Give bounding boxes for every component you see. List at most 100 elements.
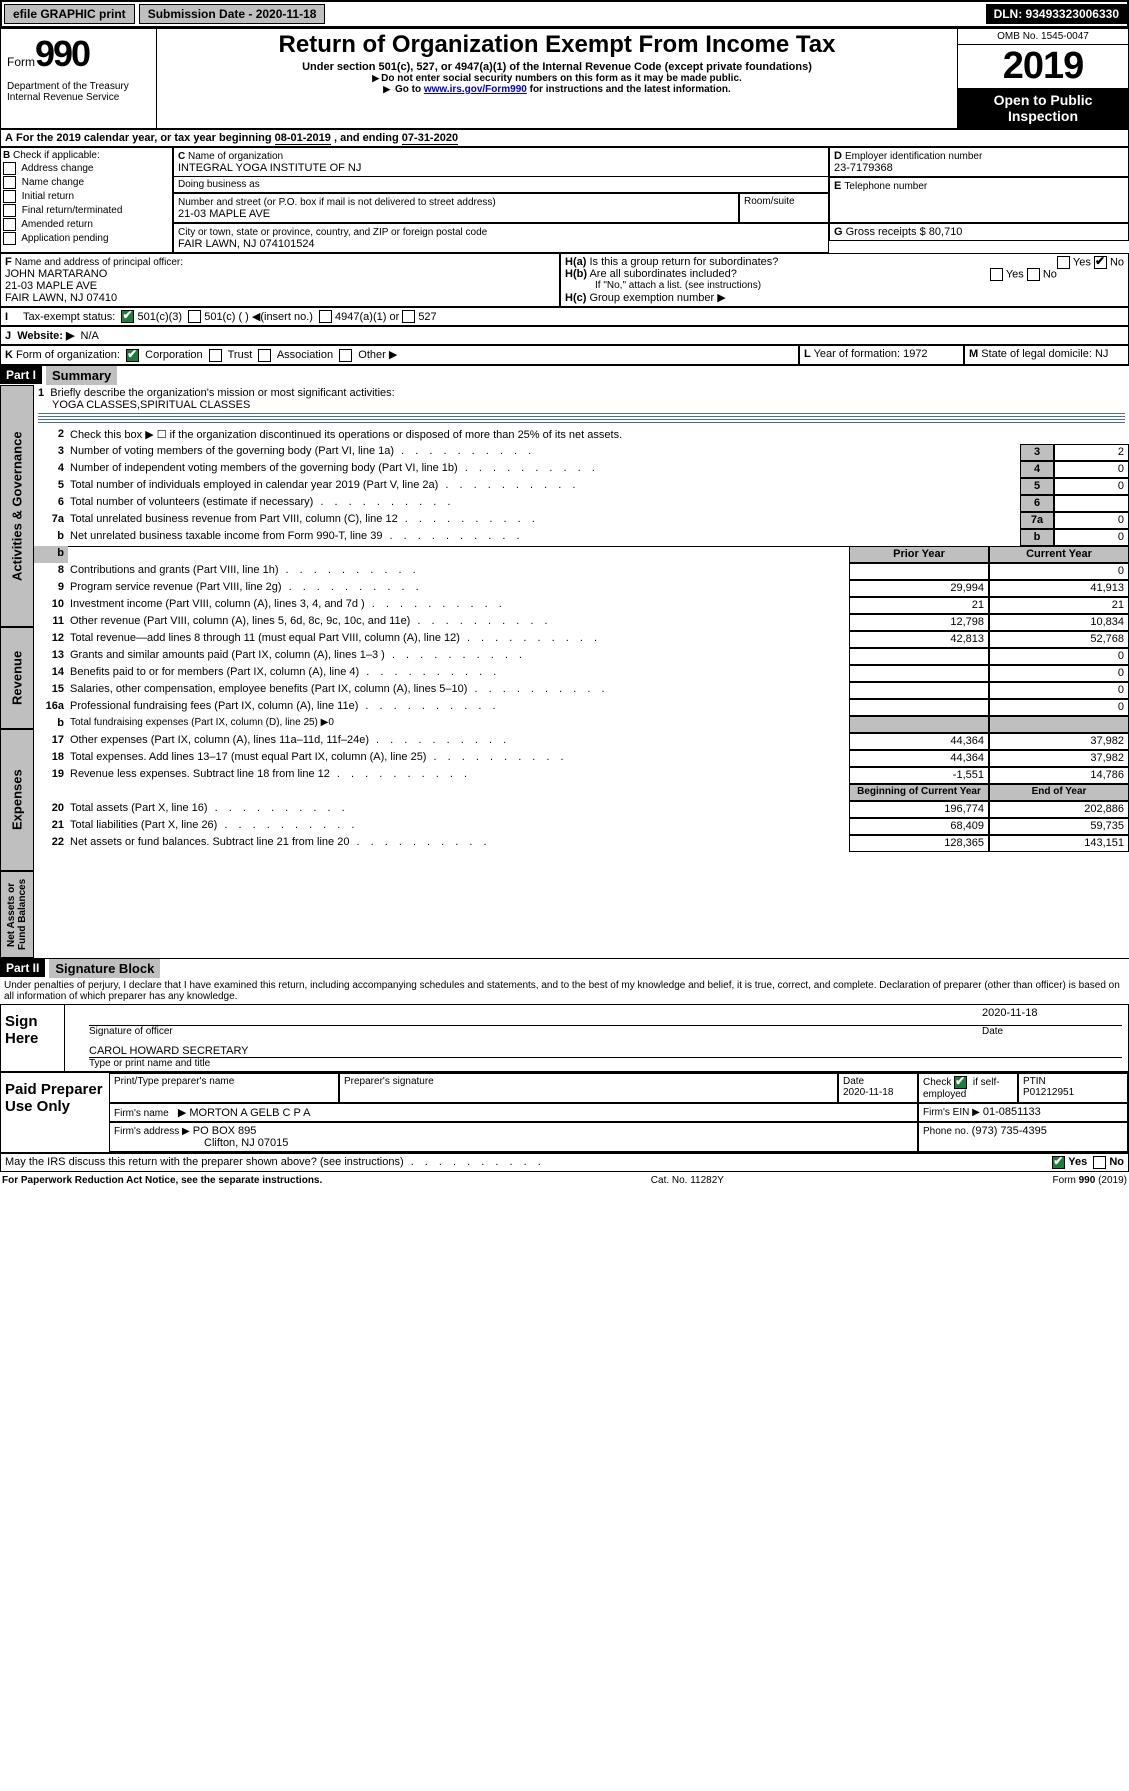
cb-b-1[interactable]	[3, 176, 16, 189]
cb-b-0[interactable]	[3, 162, 16, 175]
cb-501c3[interactable]	[121, 310, 134, 323]
efile-button[interactable]: efile GRAPHIC print	[4, 4, 135, 24]
cb-527[interactable]	[402, 310, 415, 323]
discuss-no-checkbox[interactable]	[1093, 1156, 1106, 1169]
beginning-year-header: Beginning of Current Year	[849, 784, 989, 801]
street-label: Number and street (or P.O. box if mail i…	[178, 197, 496, 208]
form-word: Form	[7, 55, 35, 69]
officer-signature-line[interactable]	[89, 1007, 976, 1026]
subtitle-2: Do not enter social security numbers on …	[157, 73, 957, 84]
row-14-text: Benefits paid to or for members (Part IX…	[68, 665, 849, 682]
cb-501c[interactable]	[188, 310, 201, 323]
cb-b-5[interactable]	[3, 232, 16, 245]
cb-other[interactable]	[339, 349, 352, 362]
cb-b-2[interactable]	[3, 190, 16, 203]
row-9-current: 41,913	[989, 580, 1129, 597]
state-domicile: NJ	[1095, 348, 1108, 360]
line-klm: K Form of organization: Corporation Trus…	[0, 345, 1129, 365]
dba-label: Doing business as	[173, 176, 829, 193]
row-18-current: 37,982	[989, 750, 1129, 767]
cat-number: Cat. No. 11282Y	[651, 1175, 724, 1186]
open-to-public: Open to PublicInspection	[958, 88, 1128, 128]
firm-name: MORTON A GELB C P A	[178, 1107, 311, 1119]
h-a-no-checkbox[interactable]	[1094, 256, 1107, 269]
dept-line1: Department of the Treasury	[7, 81, 129, 92]
net-20-begin: 196,774	[849, 801, 989, 818]
submission-date-button[interactable]: Submission Date - 2020-11-18	[139, 4, 326, 24]
part-i-header: Part I Summary	[0, 365, 1129, 385]
city-state-zip: FAIR LAWN, NJ 074101524	[178, 238, 315, 250]
paid-preparer-block: Paid Preparer Use Only Print/Type prepar…	[0, 1072, 1129, 1153]
cb-assoc[interactable]	[258, 349, 271, 362]
sidebar-activities: Activities & Governance	[0, 385, 34, 627]
row-19-prior: -1,551	[849, 767, 989, 784]
line-4-label: 4	[1020, 461, 1054, 478]
name-title-label: Type or print name and title	[89, 1058, 1122, 1069]
prep-date-cell: Date2020-11-18	[838, 1073, 918, 1103]
row-9-prior: 29,994	[849, 580, 989, 597]
box-c-name-address: C Name of organization INTEGRAL YOGA INS…	[173, 147, 829, 253]
row-b-current	[989, 716, 1129, 733]
right-meta-block: D Employer identification number23-71793…	[829, 147, 1129, 253]
room-suite-label: Room/suite	[739, 193, 829, 223]
cb-4947[interactable]	[319, 310, 332, 323]
part-ii-title: Signature Block	[49, 959, 160, 978]
line-1: 1 Briefly describe the organization's mi…	[34, 385, 1129, 427]
h-b-text: Are all subordinates included?	[589, 268, 736, 280]
form990-link[interactable]: www.irs.gov/Form990	[424, 84, 527, 95]
row-19-current: 14,786	[989, 767, 1129, 784]
net-21-text: Total liabilities (Part X, line 26)	[68, 818, 849, 835]
gross-receipts-label: Gross receipts $	[846, 226, 926, 238]
mission-text: YOGA CLASSES,SPIRITUAL CLASSES	[38, 399, 250, 411]
sidebar-revenue: Revenue	[0, 627, 34, 729]
paid-preparer-label: Paid Preparer Use Only	[1, 1073, 109, 1152]
line-i: ITax-exempt status: 501(c)(3) 501(c) ( )…	[0, 307, 1129, 326]
discuss-yes-checkbox[interactable]	[1052, 1156, 1065, 1169]
cb-trust[interactable]	[209, 349, 222, 362]
net-20-text: Total assets (Part X, line 16)	[68, 801, 849, 818]
line-b-value: 0	[1054, 529, 1129, 546]
line-j: J Website: ▶ N/A	[0, 326, 1129, 345]
h-a-yes-checkbox[interactable]	[1057, 256, 1070, 269]
form-title-block: Form 990 Department of the Treasury Inte…	[0, 28, 1129, 129]
officer-addr1: 21-03 MAPLE AVE	[5, 280, 97, 292]
row-17-current: 37,982	[989, 733, 1129, 750]
prep-sig-cell: Preparer's signature	[339, 1073, 838, 1103]
line-2-text: Check this box ▶ ☐ if the organization d…	[68, 427, 1129, 444]
sig-date-label: Date	[982, 1026, 1122, 1037]
row-18-prior: 44,364	[849, 750, 989, 767]
prep-selfemp-cell: Check if self-employed	[918, 1073, 1018, 1103]
part-i-title: Summary	[46, 366, 117, 385]
net-22-end: 143,151	[989, 835, 1129, 852]
row-13-prior	[849, 648, 989, 665]
omb-number: OMB No. 1545-0047	[958, 29, 1128, 45]
cb-b-4[interactable]	[3, 218, 16, 231]
part-i-badge: Part I	[0, 366, 42, 384]
website-value: N/A	[81, 330, 99, 342]
end-year-header: End of Year	[989, 784, 1129, 801]
officer-addr2: FAIR LAWN, NJ 07410	[5, 292, 117, 304]
officer-label: Name and address of principal officer:	[15, 257, 183, 268]
sign-date: 2020-11-18	[976, 1007, 1122, 1026]
net-22-begin: 128,365	[849, 835, 989, 852]
row-10-text: Investment income (Part VIII, column (A)…	[68, 597, 849, 614]
h-c-text: Group exemption number ▶	[589, 292, 725, 304]
line-4-value: 0	[1054, 461, 1129, 478]
h-b-no-checkbox[interactable]	[1027, 268, 1040, 281]
street-address: 21-03 MAPLE AVE	[178, 208, 270, 220]
firm-addr1: PO BOX 895	[193, 1125, 257, 1137]
h-b-yes-checkbox[interactable]	[990, 268, 1003, 281]
main-title: Return of Organization Exempt From Incom…	[157, 31, 957, 59]
form-number: 990	[35, 33, 89, 75]
tax-year-begin: 08-01-2019	[275, 132, 331, 145]
cb-corp[interactable]	[126, 349, 139, 362]
org-name: INTEGRAL YOGA INSTITUTE OF NJ	[178, 162, 361, 174]
line-5-value: 0	[1054, 478, 1129, 495]
row-b-text: Total fundraising expenses (Part IX, col…	[68, 716, 849, 733]
cb-b-3[interactable]	[3, 204, 16, 217]
h-b-note: If "No," attach a list. (see instruction…	[565, 280, 1124, 291]
firm-phone: (973) 735-4395	[972, 1125, 1047, 1137]
self-employed-checkbox[interactable]	[954, 1076, 967, 1089]
header-grid: B Check if applicable: Address change Na…	[0, 147, 1129, 253]
phone-label: Telephone number	[844, 181, 927, 192]
